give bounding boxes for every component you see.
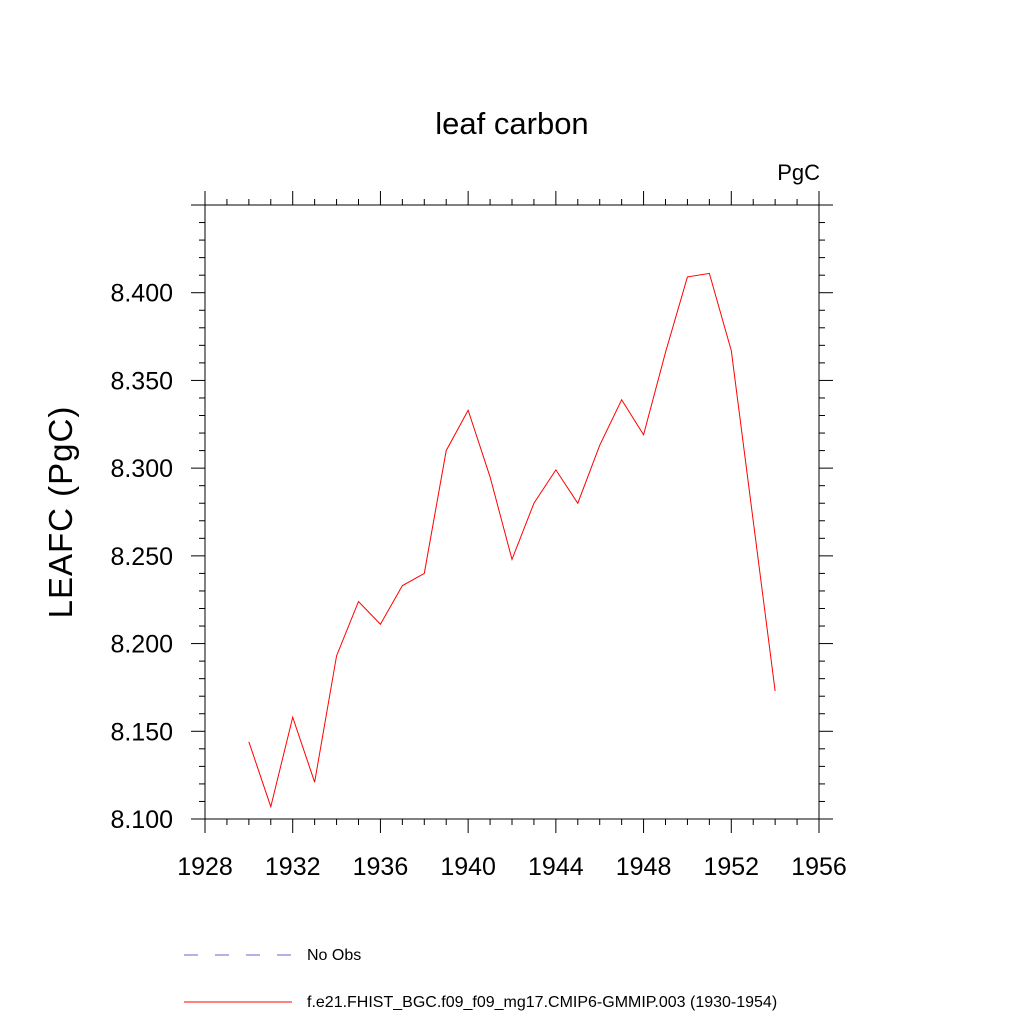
y-tick-label: 8.100 [110,806,173,834]
x-tick-label: 1956 [791,853,847,881]
x-tick-labels: 1928 1932 1936 1940 1944 1948 1952 1956 [177,853,847,881]
x-tick-label: 1948 [616,853,672,881]
y-tick-labels: 8.100 8.150 8.200 8.250 8.300 8.350 8.400 [110,280,173,834]
x-tick-label: 1940 [440,853,496,881]
axis-ticks [191,191,833,833]
legend-label: No Obs [307,947,361,964]
chart-title: leaf carbon [435,106,588,141]
x-tick-label: 1944 [528,853,584,881]
units-label: PgC [777,160,820,185]
x-tick-label: 1952 [703,853,759,881]
x-tick-label: 1936 [353,853,409,881]
y-axis-label: LEAFC (PgC) [42,406,79,619]
legend: No Obs f.e21.FHIST_BGC.f09_f09_mg17.CMIP6… [184,947,777,1011]
x-tick-label: 1932 [265,853,321,881]
series-line [248,272,776,809]
y-tick-label: 8.150 [110,718,173,746]
y-tick-label: 8.350 [110,367,173,395]
y-tick-label: 8.250 [110,543,173,571]
legend-label: f.e21.FHIST_BGC.f09_f09_mg17.CMIP6-GMMIP… [307,994,777,1011]
x-tick-label: 1928 [177,853,233,881]
y-tick-label: 8.300 [110,455,173,483]
y-tick-label: 8.200 [110,631,173,659]
plot-frame [204,204,820,820]
y-tick-label: 8.400 [110,280,173,308]
data-series [248,272,776,809]
